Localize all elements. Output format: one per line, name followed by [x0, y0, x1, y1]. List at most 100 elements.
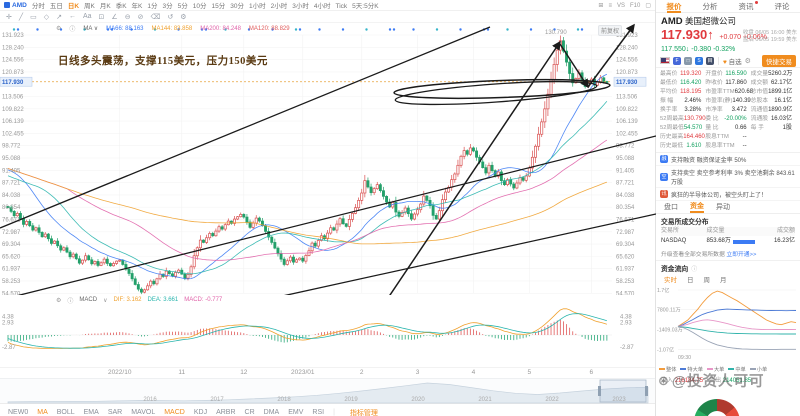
fund-flow-tab-月[interactable]: 月 [720, 276, 727, 284]
period-tab-年K[interactable]: 年K [131, 3, 143, 10]
indicator-DMA[interactable]: DMA [263, 409, 280, 416]
gear-icon[interactable]: ⚙ [744, 57, 751, 65]
legend-item-特大单[interactable]: 特大单 [680, 366, 703, 373]
chevron-down-icon[interactable]: ∨ [103, 297, 108, 304]
info-icon[interactable]: ⓘ [67, 298, 74, 305]
period-tab-1小时[interactable]: 1小时 [248, 3, 266, 10]
main-chart-area[interactable]: 131.923 131.923 128.240 128.240 124.556 124.5… [0, 23, 656, 295]
adjust-mode-chip[interactable]: 前复权 [598, 25, 623, 36]
indicator-manage-button[interactable]: 指标管理 [349, 409, 378, 416]
ma-label[interactable]: MA ∨ [83, 26, 99, 32]
add-watchlist-button[interactable]: ♥ 自选 [723, 58, 742, 66]
tab-评论[interactable]: 评论 [774, 1, 790, 11]
rectangle-tool-icon[interactable]: ▭ [30, 13, 37, 21]
period-tab-3小时[interactable]: 3小时 [292, 3, 309, 10]
news-row[interactable]: 讯 疯狂的半导体公司，被空头盯上了！ [656, 188, 800, 201]
legend-item-中单[interactable]: 中单 [728, 366, 746, 373]
fund-flow-tab-实时[interactable]: 实时 [664, 276, 677, 284]
candlestick-chart[interactable]: 131.923 131.923 128.240 128.240 124.556 124.5… [0, 23, 656, 295]
link-icon[interactable]: ⊞ [598, 2, 604, 9]
period-tab-五日[interactable]: 五日 [49, 3, 63, 10]
broker-icon[interactable]: S [695, 56, 703, 65]
fund-flow-tab-周[interactable]: 周 [703, 276, 711, 284]
line-tool-icon[interactable]: ╱ [18, 13, 24, 21]
period-tab-4小时[interactable]: 4小时 [313, 3, 331, 10]
indicator-EMA[interactable]: EMA [83, 409, 99, 416]
drawing-toolbar: ✛ ╱ ▭ ◇ ↗ ← Aa ⊡ ∠ ⊖ ⊘ ⌫ ↺ ⚙ [0, 11, 655, 23]
quick-trade-button[interactable]: 快捷交易 [762, 54, 796, 67]
period-tab-3分[interactable]: 3分 [162, 3, 173, 10]
timeline-navigator[interactable]: 2016 2017 2018 2019 2020 2021 2022 2023 [0, 378, 655, 404]
vs-button[interactable]: VS [616, 2, 625, 9]
period-tab-10分[interactable]: 10分 [192, 3, 207, 10]
forbid-icon[interactable]: ⊘ [137, 13, 144, 21]
indicator-CR[interactable]: CR [244, 409, 255, 416]
period-tab-月K[interactable]: 月K [99, 3, 111, 10]
ma-chip-MA144[interactable]: MA144: 83.858 [151, 25, 193, 32]
tab-资金[interactable]: 资金 [690, 201, 704, 213]
tab-异动[interactable]: 异动 [716, 204, 730, 211]
indicator-ARBR[interactable]: ARBR [216, 409, 236, 416]
period-tab-2小时[interactable]: 2小时 [270, 3, 288, 10]
fund-flow-chart[interactable]: 1.7亿 7800.11万 -1409.03万 -1.07亿 09:30 [656, 284, 800, 362]
undo-icon[interactable]: ↺ [167, 13, 174, 21]
broker-icon[interactable]: 目 [706, 56, 714, 65]
ma-chip-MA200[interactable]: MA200: 84.248 [200, 25, 241, 32]
broker-icon[interactable]: □ [684, 56, 692, 65]
angle-tool-icon[interactable]: ∠ [111, 13, 118, 21]
period-tab-分时[interactable]: 分时 [31, 3, 45, 10]
upgrade-link[interactable]: 立即开通>> [726, 252, 757, 258]
symbol-selector[interactable]: AMD [4, 2, 27, 9]
fullscreen-icon[interactable]: ▢ [645, 2, 651, 9]
indicator-EMV[interactable]: EMV [288, 409, 304, 416]
period-tab-5天:5分K[interactable]: 5天:5分K [352, 3, 379, 10]
arrow-tool-icon[interactable]: ↗ [56, 13, 62, 21]
delete-icon[interactable]: ⌫ [150, 13, 161, 21]
indicator-SAR[interactable]: SAR [107, 409, 123, 416]
hide-icon[interactable]: ⊖ [124, 13, 131, 21]
macd-label[interactable]: MACD [79, 297, 98, 303]
legend-item-整体[interactable]: 整体 [659, 366, 676, 373]
ma-chip-MA120[interactable]: MA120: 88.829 [248, 25, 290, 32]
indicator-BOLL[interactable]: BOLL [56, 409, 75, 416]
grid-icon[interactable]: ≡ [608, 2, 612, 9]
period-tab-周K[interactable]: 周K [84, 3, 95, 10]
period-tab-Tick[interactable]: Tick [335, 3, 348, 10]
crosshair-tool-icon[interactable]: ✛ [6, 13, 12, 21]
indicator-MAVOL[interactable]: MAVOL [131, 409, 156, 416]
legend-item-小单[interactable]: 小单 [749, 366, 767, 373]
broker-icon[interactable]: F [673, 56, 681, 65]
period-tab-30分[interactable]: 30分 [230, 3, 244, 10]
fund-flow-tab-日[interactable]: 日 [687, 276, 694, 284]
legend-swatch [680, 368, 687, 370]
shape-tool-icon[interactable]: ◇ [43, 13, 50, 21]
indicator-MA[interactable]: MA [37, 409, 48, 416]
legend-item-大单[interactable]: 大单 [706, 366, 724, 373]
macd-chart[interactable]: 4.38 4.382.93 2.93-2.87 -2.87 [0, 305, 656, 362]
text-tool-icon[interactable]: Aa [82, 13, 92, 20]
tab-盘口[interactable]: 盘口 [664, 204, 678, 211]
tab-分析[interactable]: 分析 [702, 1, 718, 11]
f10-button[interactable]: F10 [629, 2, 641, 9]
info-icon[interactable]: ⓘ [691, 266, 698, 273]
period-tab-季K[interactable]: 季K [115, 3, 127, 10]
indicator-NEW0[interactable]: NEW0 [8, 409, 29, 416]
ma-chip-MA66[interactable]: MA66: 88.163 [106, 25, 144, 32]
stock-name-row[interactable]: AMD 美国超微公司 [656, 13, 800, 27]
tab-资讯[interactable]: 资讯 [728, 0, 764, 12]
callout-tool-icon[interactable]: ⊡ [98, 13, 105, 21]
settings-icon[interactable]: ⚙ [180, 13, 187, 21]
tab-报价[interactable]: 报价 [656, 1, 692, 13]
gear-icon[interactable]: ⚙ [56, 297, 62, 304]
indicator-RSI[interactable]: RSI [312, 409, 325, 416]
gear-icon[interactable]: ⚙ [56, 26, 62, 32]
chart-pane: AMD 分时 五日 日K 周K 月K 季K 年K 1分 3分 5分 10分 15分 30分 1小时 2小时 3… [0, 0, 656, 416]
indicator-MACD[interactable]: MACD [164, 409, 185, 416]
info-icon[interactable]: ⓘ [69, 27, 76, 33]
period-tab-1分[interactable]: 1分 [147, 3, 158, 10]
period-tab-日K[interactable]: 日K [67, 3, 80, 10]
back-icon[interactable]: ← [68, 13, 76, 20]
period-tab-15分[interactable]: 15分 [211, 3, 226, 10]
indicator-KDJ[interactable]: KDJ [193, 409, 208, 416]
period-tab-5分[interactable]: 5分 [177, 3, 188, 10]
